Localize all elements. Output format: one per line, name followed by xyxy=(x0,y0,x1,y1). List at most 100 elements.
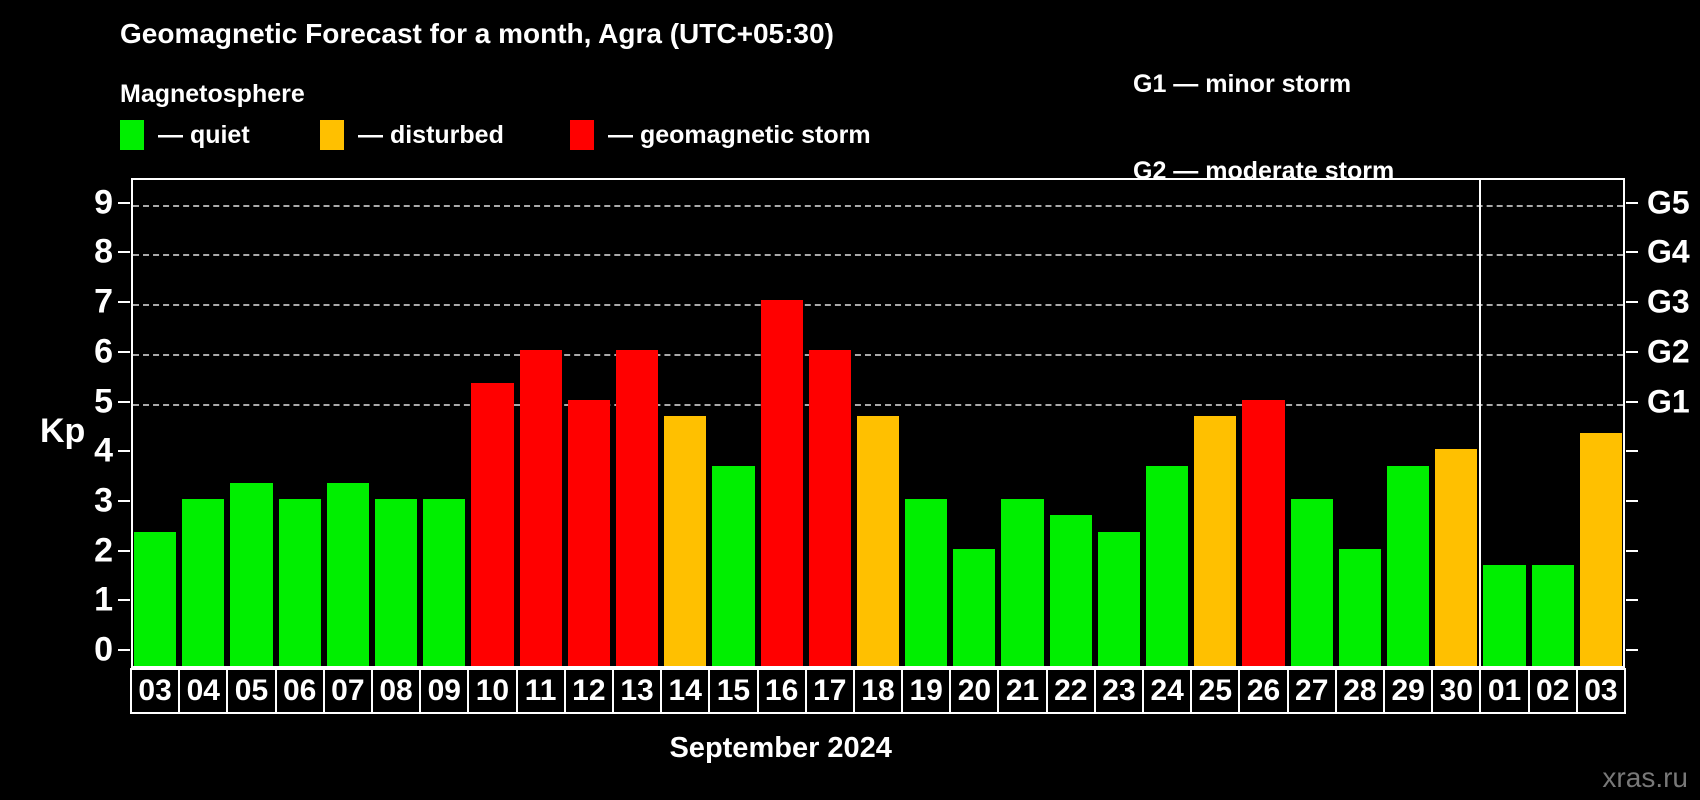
x-day-box-sep-03: 03 xyxy=(130,668,181,714)
bar-day-05 xyxy=(230,482,273,666)
x-day-box-sep-27: 27 xyxy=(1286,668,1337,714)
bar-day-23 xyxy=(1097,532,1141,666)
bar-day-27 xyxy=(1290,498,1333,666)
y-tick-label-0: 0 xyxy=(94,630,113,669)
left-tick-1 xyxy=(118,599,130,602)
x-day-box-sep-11: 11 xyxy=(515,668,566,714)
right-tick-2 xyxy=(1626,549,1638,552)
legend-label-quiet: — quiet xyxy=(158,120,250,149)
legend-item-disturbed: — disturbed xyxy=(320,120,504,150)
x-day-box-sep-29: 29 xyxy=(1383,668,1434,714)
legend-label-disturbed: — disturbed xyxy=(358,120,504,149)
bar-day-10 xyxy=(471,383,514,666)
bar-day-14 xyxy=(664,415,707,666)
right-tick-6 xyxy=(1626,350,1638,353)
bar-day-30 xyxy=(1435,449,1478,666)
x-day-box-sep-30: 30 xyxy=(1431,668,1482,714)
x-day-box-sep-19: 19 xyxy=(901,668,952,714)
gridline-kp5 xyxy=(133,403,1623,406)
left-tick-3 xyxy=(118,499,130,502)
left-tick-2 xyxy=(118,549,130,552)
right-tick-0 xyxy=(1626,649,1638,651)
x-day-box-sep-15: 15 xyxy=(708,668,759,714)
bar-day-13 xyxy=(615,349,659,666)
bar-day-16 xyxy=(760,300,803,666)
x-day-box-sep-24: 24 xyxy=(1142,668,1193,714)
x-day-box-sep-14: 14 xyxy=(660,668,711,714)
storm-color-swatch xyxy=(570,120,594,150)
right-axis-label-g4: G4 xyxy=(1647,233,1690,270)
x-day-box-sep-23: 23 xyxy=(1093,668,1145,714)
gridline-kp6 xyxy=(133,353,1623,356)
gridline-kp9 xyxy=(133,204,1623,207)
y-tick-label-5: 5 xyxy=(94,382,113,420)
bar-day-09 xyxy=(423,498,466,666)
right-tick-8 xyxy=(1626,251,1638,254)
bar-day-06 xyxy=(278,498,321,666)
disturbed-color-swatch xyxy=(320,120,344,150)
right-tick-7 xyxy=(1626,301,1638,304)
bar-day-29 xyxy=(1387,465,1430,666)
chart-title: Geomagnetic Forecast for a month, Agra (… xyxy=(120,18,834,49)
bar-day-22 xyxy=(1049,515,1092,666)
x-day-box-sep-10: 10 xyxy=(467,668,518,714)
right-axis-label-g1: G1 xyxy=(1647,383,1690,419)
right-axis-label-g5: G5 xyxy=(1647,184,1690,221)
legend-label-storm: — geomagnetic storm xyxy=(608,120,871,149)
y-tick-label-6: 6 xyxy=(94,332,113,371)
g1-legend-line: G1 — minor storm xyxy=(1133,70,1352,98)
x-day-box-sep-13: 13 xyxy=(611,668,663,714)
bar-day-02 xyxy=(1531,565,1574,666)
x-day-box-sep-21: 21 xyxy=(997,668,1048,714)
x-day-box-sep-28: 28 xyxy=(1334,668,1386,714)
x-day-box-sep-12: 12 xyxy=(563,668,614,714)
y-tick-label-4: 4 xyxy=(94,431,113,470)
bar-day-17 xyxy=(808,349,851,666)
bar-day-01 xyxy=(1483,565,1526,666)
bar-day-04 xyxy=(182,498,225,666)
bar-day-21 xyxy=(1001,498,1044,666)
left-tick-4 xyxy=(118,450,130,453)
bar-day-15 xyxy=(712,465,755,666)
y-tick-label-9: 9 xyxy=(94,183,113,222)
left-tick-7 xyxy=(118,301,130,304)
magnetosphere-subtitle: Magnetosphere xyxy=(120,80,305,108)
right-tick-9 xyxy=(1626,201,1638,204)
bar-day-28 xyxy=(1338,548,1382,666)
bar-day-25 xyxy=(1194,415,1237,666)
x-day-box-sep-22: 22 xyxy=(1045,668,1096,714)
legend-item-storm: — geomagnetic storm xyxy=(570,120,871,150)
bar-day-19 xyxy=(905,498,948,666)
bar-day-12 xyxy=(567,399,610,666)
left-tick-0 xyxy=(118,649,130,651)
bar-day-20 xyxy=(953,548,996,666)
bar-day-07 xyxy=(326,482,369,666)
x-day-box-sep-09: 09 xyxy=(419,668,470,714)
watermark: xras.ru xyxy=(1602,762,1688,793)
left-tick-9 xyxy=(118,201,130,204)
gridline-kp7 xyxy=(133,304,1623,307)
y-tick-label-1: 1 xyxy=(94,580,113,619)
x-day-box-sep-06: 06 xyxy=(274,668,325,714)
left-tick-5 xyxy=(118,400,130,403)
left-tick-6 xyxy=(118,350,130,353)
x-day-box-sep-17: 17 xyxy=(804,668,855,714)
left-tick-8 xyxy=(118,251,130,254)
legend-item-quiet: — quiet xyxy=(120,120,250,150)
x-day-box-sep-25: 25 xyxy=(1190,668,1241,714)
month-separator-line xyxy=(1479,180,1482,666)
x-day-box-oct-01: 01 xyxy=(1479,668,1530,714)
right-tick-5 xyxy=(1626,400,1638,403)
x-axis-month-label: September 2024 xyxy=(669,732,892,764)
bar-day-24 xyxy=(1146,465,1189,666)
y-tick-label-8: 8 xyxy=(94,232,113,271)
bar-day-11 xyxy=(519,349,562,666)
bar-day-08 xyxy=(374,498,418,666)
y-tick-label-3: 3 xyxy=(94,481,113,520)
right-tick-1 xyxy=(1626,599,1638,602)
bar-day-18 xyxy=(856,415,900,666)
bar-day-03 xyxy=(134,532,177,666)
x-day-box-sep-26: 26 xyxy=(1238,668,1289,714)
y-tick-label-7: 7 xyxy=(94,282,113,321)
right-axis-label-g2: G2 xyxy=(1647,333,1690,370)
